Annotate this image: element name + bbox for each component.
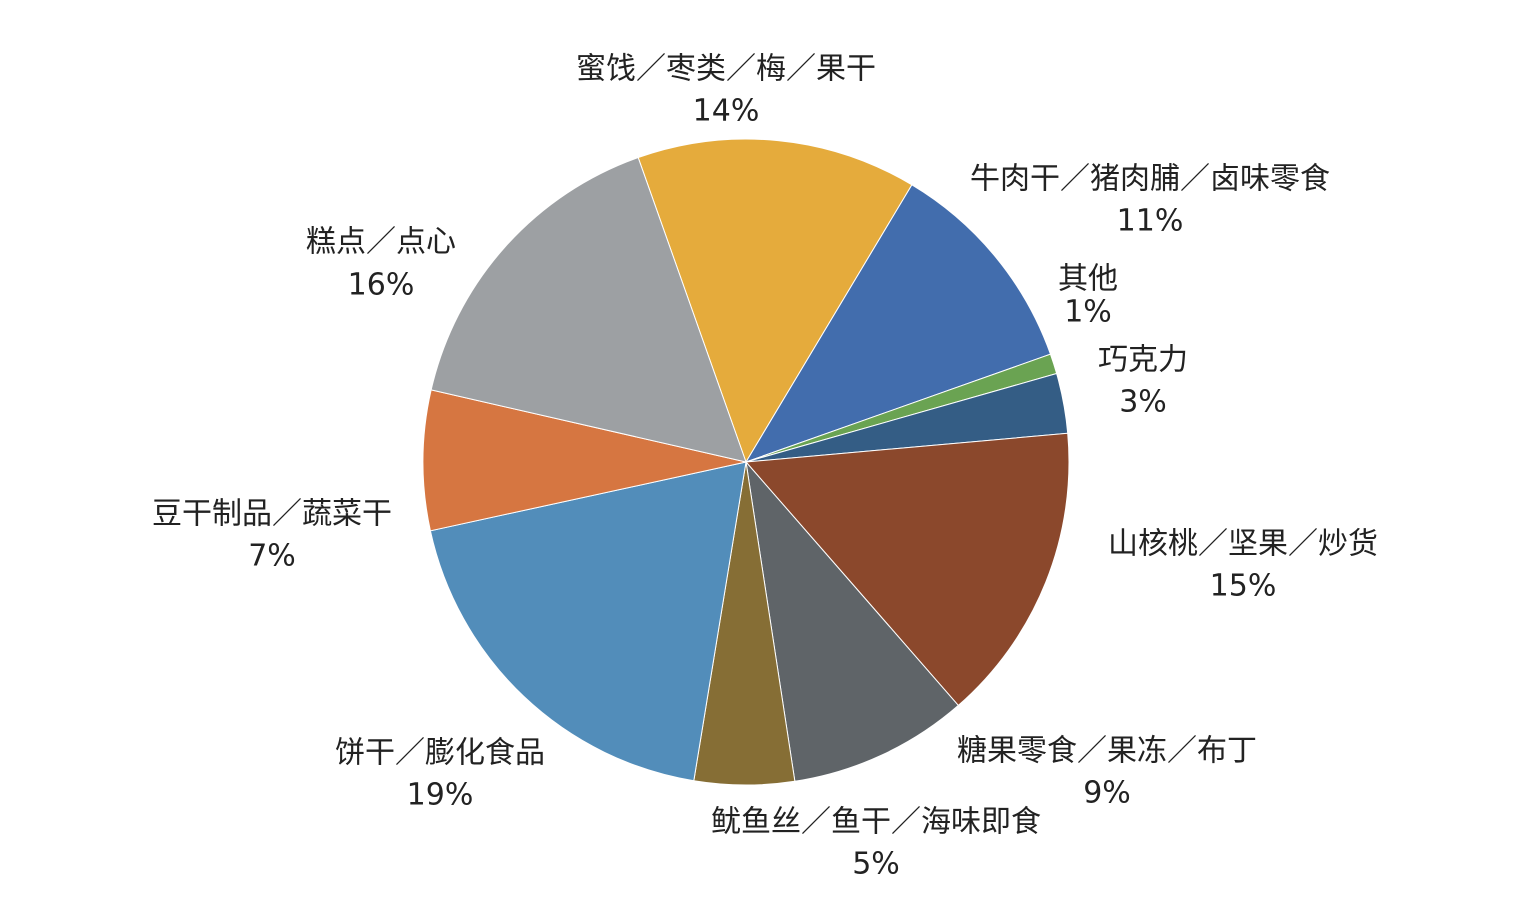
slice-label: 蜜饯／枣类／梅／果干 <box>576 52 876 87</box>
slice-label: 糖果零食／果冻／布丁 <box>957 734 1257 769</box>
slice-label: 山核桃／坚果／炒货 <box>1108 527 1378 562</box>
pie-slice <box>430 156 747 463</box>
slice-label: 牛肉干／猪肉脯／卤味零食 <box>970 162 1330 197</box>
slice-value-label: 9% <box>1083 776 1131 811</box>
pie-slice <box>744 432 1070 707</box>
slice-label: 饼干／膨化食品 <box>335 736 545 771</box>
pie-slice <box>744 184 1052 463</box>
slice-value-label: 11% <box>1117 204 1184 239</box>
slice-label: 豆干制品／蔬菜干 <box>152 497 392 532</box>
slice-label: 鱿鱼丝／鱼干／海味即食 <box>711 805 1041 840</box>
slice-label: 巧克力 <box>1098 343 1188 378</box>
pie-slices <box>422 138 1070 786</box>
pie-slice <box>422 389 747 532</box>
slice-value-label: 1% <box>1064 295 1112 330</box>
slice-value-label: 15% <box>1210 569 1277 604</box>
slice-value-label: 5% <box>852 847 900 882</box>
slice-value-label: 3% <box>1119 385 1167 420</box>
slice-value-label: 7% <box>248 539 296 574</box>
pie-labels: 蜜饯／枣类／梅／果干 14% 牛肉干／猪肉脯／卤味零食 11% 其他1% 巧克力 3% 山核桃… <box>152 52 1378 882</box>
slice-label: 其他 <box>1058 262 1118 297</box>
pie-slice <box>637 138 913 464</box>
pie-slice <box>745 460 960 782</box>
slice-value-label: 14% <box>693 94 760 129</box>
slice-value-label: 19% <box>407 778 474 813</box>
pie-slice <box>429 461 747 782</box>
slice-label: 糕点／点心 <box>306 225 456 260</box>
slice-value-label: 16% <box>348 268 415 303</box>
